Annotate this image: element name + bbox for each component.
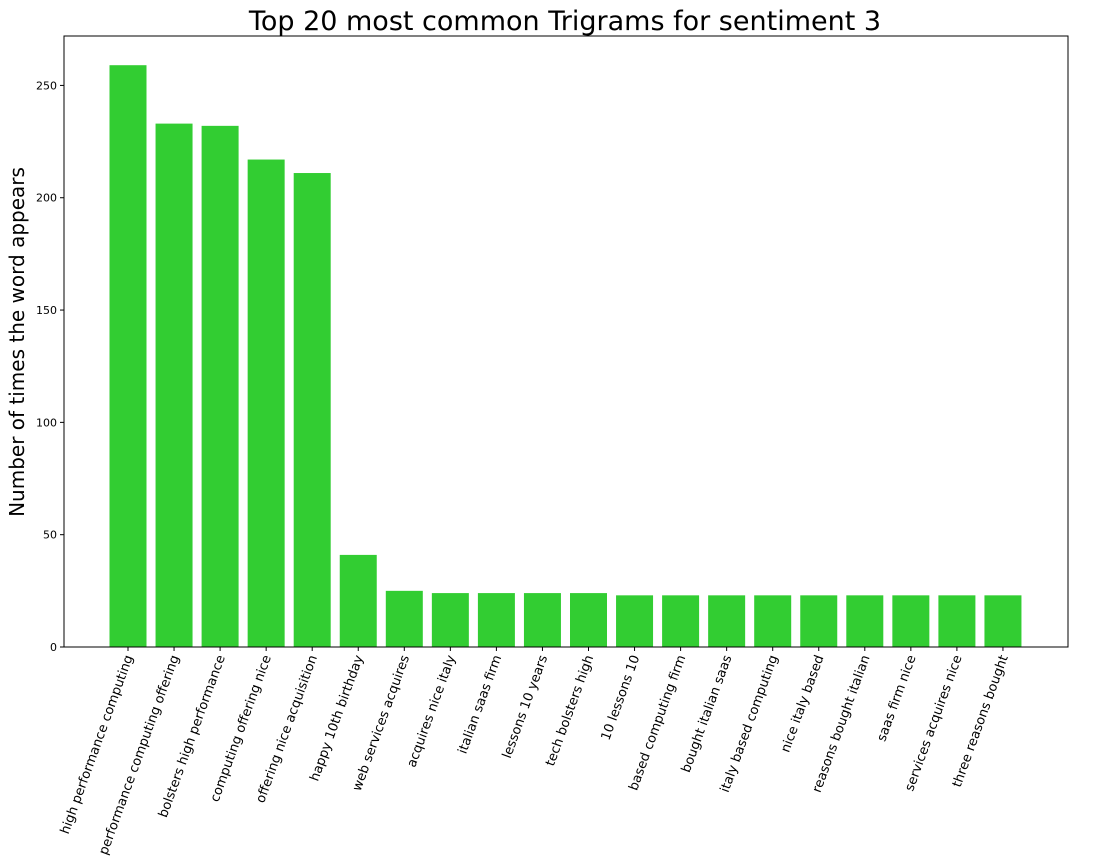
y-tick-label: 200 [36,192,57,205]
bar-6 [339,554,377,647]
bar-19 [938,595,976,647]
plot-frame [63,35,1069,648]
chart-title: Top 20 most common Trigrams for sentimen… [248,6,881,37]
bar-8 [431,593,469,647]
x-tick-label: bought italian saas [679,653,736,775]
x-tick-label: performance computing offering [96,653,182,857]
x-tick-label: acquires nice italy [405,653,460,770]
x-tick-label: italian saas firm [456,653,506,756]
y-tick-label: 150 [36,304,57,317]
y-tick-label: 250 [36,79,57,92]
bar-12 [616,595,654,647]
y-tick-label: 0 [50,641,57,654]
bar-5 [293,173,331,647]
y-axis-label: Number of times the word appears [5,167,29,517]
bar-2 [155,123,193,648]
bar-17 [846,595,884,647]
bar-15 [754,595,792,647]
bar-16 [800,595,838,647]
bar-18 [892,595,930,647]
bar-20 [984,595,1022,647]
x-tick-label: tech bolsters high [543,653,597,768]
x-tick-label: 10 lessons 10 [599,653,644,742]
x-tick-label: saas firm nice [874,653,919,743]
bar-7 [385,590,423,647]
bar-4 [247,159,285,648]
y-tick-label: 100 [36,416,57,429]
bar-3 [201,125,239,648]
bar-10 [523,593,561,647]
bar-14 [708,595,746,647]
bar-11 [570,593,607,647]
x-tick-label: nice italy based [778,653,827,754]
bars-group [109,65,1022,648]
bar-9 [477,593,515,647]
x-tick-label: lessons 10 years [500,653,551,760]
y-axis-ticks: 0 50 100 150 200 250 [36,79,64,654]
bar-13 [662,595,700,647]
bar-1 [109,65,147,647]
y-tick-label: 50 [43,529,57,542]
